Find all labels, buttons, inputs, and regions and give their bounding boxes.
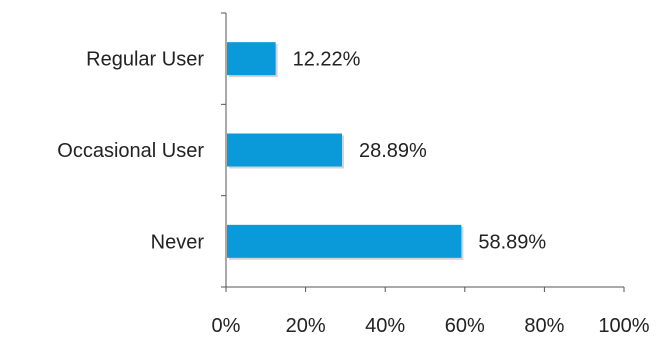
- chart-bars: [227, 42, 464, 260]
- x-tick-label: 100%: [598, 315, 649, 337]
- category-label: Never: [151, 231, 205, 253]
- chart-axes: [221, 12, 625, 292]
- category-label: Regular User: [86, 49, 204, 71]
- x-tick-label: 60%: [445, 315, 485, 337]
- chart-labels: 0% 20% 40% 60% 80% 100% Regular User 12.22% Occa…: [57, 49, 650, 337]
- bar: [227, 42, 276, 76]
- bar: [227, 133, 342, 167]
- x-tick-label: 80%: [524, 315, 564, 337]
- value-label: 12.22%: [293, 49, 361, 71]
- x-tick-label: 20%: [286, 315, 326, 337]
- category-label: Occasional User: [57, 140, 204, 162]
- x-tick-label: 40%: [365, 315, 405, 337]
- x-tick-label: 0%: [212, 315, 241, 337]
- value-label: 28.89%: [359, 140, 427, 162]
- value-label: 58.89%: [478, 231, 546, 253]
- bar: [227, 224, 462, 258]
